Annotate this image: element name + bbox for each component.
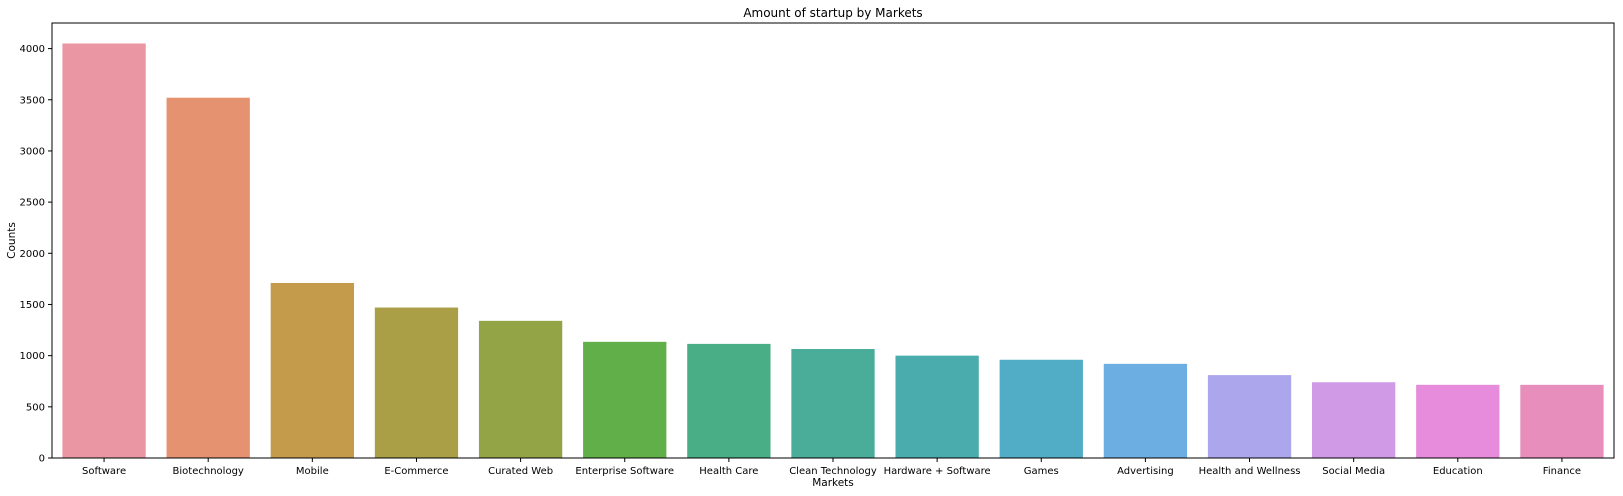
bar bbox=[1207, 375, 1292, 458]
bar bbox=[1520, 384, 1604, 458]
x-axis-title: Markets bbox=[812, 477, 854, 489]
y-tick-label: 500 bbox=[26, 402, 45, 413]
bar bbox=[1312, 382, 1396, 458]
x-tick-label: Health Care bbox=[699, 466, 758, 477]
bar bbox=[895, 355, 979, 458]
y-tick-label: 3500 bbox=[20, 95, 45, 106]
bar bbox=[1416, 384, 1500, 458]
bar bbox=[478, 320, 563, 458]
y-tick-label: 4000 bbox=[20, 44, 45, 55]
x-axis: Software Biotechnology Mobile E-Commerce Cur… bbox=[82, 458, 1581, 477]
x-tick-label: Biotechnology bbox=[173, 466, 244, 477]
x-tick-label: Health and Wellness bbox=[1199, 466, 1301, 477]
x-tick-label: Games bbox=[1024, 466, 1059, 477]
y-tick-label: 2000 bbox=[20, 249, 45, 260]
plot-frame bbox=[51, 22, 1615, 459]
y-tick-label: 3000 bbox=[20, 146, 45, 157]
bar bbox=[62, 43, 146, 459]
bar bbox=[791, 348, 875, 458]
x-tick-label: Education bbox=[1433, 466, 1483, 477]
bars bbox=[62, 43, 1604, 459]
bar bbox=[166, 97, 250, 458]
bar bbox=[270, 282, 354, 458]
x-tick-label: Hardware + Software bbox=[884, 466, 991, 477]
y-tick-label: 1500 bbox=[20, 300, 45, 311]
y-tick-label: 2500 bbox=[20, 198, 45, 209]
x-tick-label: Finance bbox=[1543, 466, 1581, 477]
bar bbox=[583, 341, 667, 458]
x-tick-label: Mobile bbox=[296, 466, 329, 477]
y-tick-label: 0 bbox=[39, 454, 45, 465]
bar bbox=[999, 359, 1083, 458]
y-tick-label: 1000 bbox=[20, 351, 45, 362]
bar bbox=[1103, 363, 1188, 458]
y-axis: 0 500 1000 1500 2000 2500 3000 3500 4000 bbox=[20, 44, 52, 465]
y-axis-title: Counts bbox=[6, 222, 18, 259]
x-tick-label: E-Commerce bbox=[384, 466, 448, 477]
x-tick-label: Curated Web bbox=[488, 466, 553, 477]
chart-title: Amount of startup by Markets bbox=[743, 6, 922, 20]
x-tick-label: Advertising bbox=[1117, 466, 1174, 477]
bar bbox=[374, 307, 459, 458]
x-tick-label: Enterprise Software bbox=[575, 466, 674, 477]
x-tick-label: Clean Technology bbox=[789, 466, 877, 477]
x-tick-label: Software bbox=[82, 466, 126, 477]
bar bbox=[687, 343, 771, 458]
x-tick-label: Social Media bbox=[1322, 466, 1385, 477]
